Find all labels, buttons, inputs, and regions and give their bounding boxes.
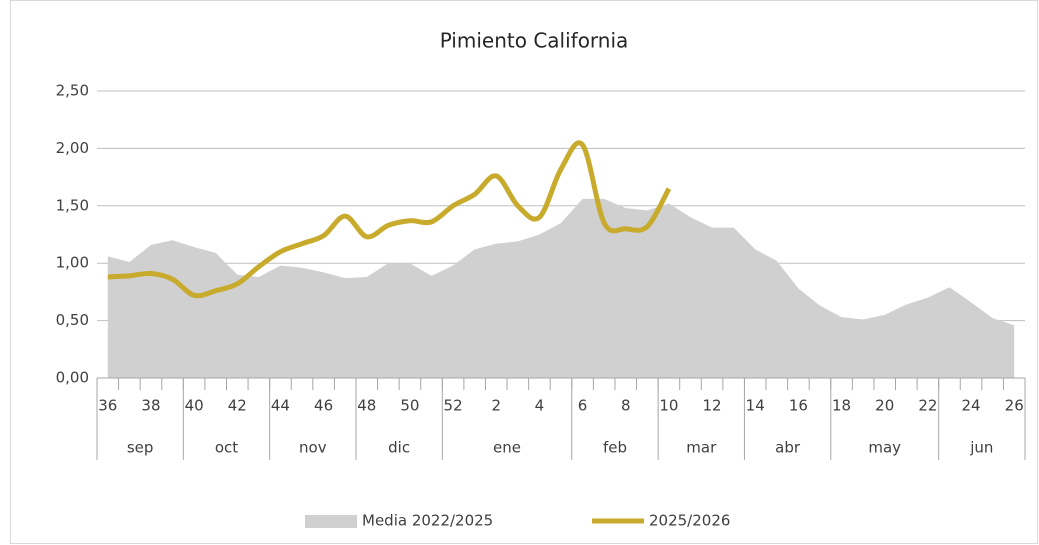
x-tick-label: 14 <box>746 397 765 415</box>
month-label: nov <box>299 439 327 457</box>
line <box>107 140 672 299</box>
x-tick-label: 8 <box>621 397 631 415</box>
y-tick-label: 1,00 <box>56 254 89 272</box>
x-tick-label: 42 <box>228 397 247 415</box>
y-tick-label: 2,00 <box>56 139 89 157</box>
legend-label: 2025/2026 <box>649 512 730 530</box>
month-label: sep <box>127 439 154 457</box>
x-tick-label: 36 <box>98 397 117 415</box>
x-tick-label: 22 <box>918 397 937 415</box>
x-tick-label: 10 <box>659 397 678 415</box>
x-tick-label: 6 <box>578 397 588 415</box>
x-tick-label: 26 <box>1005 397 1024 415</box>
month-label: may <box>868 439 901 457</box>
month-label: ene <box>493 439 521 457</box>
y-tick-label: 1,50 <box>56 196 89 214</box>
x-tick-label: 16 <box>789 397 808 415</box>
x-tick-label: 24 <box>961 397 980 415</box>
x-tick-label: 46 <box>314 397 333 415</box>
x-tick-label: 20 <box>875 397 894 415</box>
x-tick-label: 50 <box>400 397 419 415</box>
month-label: dic <box>388 439 410 457</box>
y-tick-label: 0,00 <box>56 369 89 387</box>
area <box>107 198 1015 378</box>
chart-title: Pimiento California <box>440 29 629 53</box>
x-tick-label: 4 <box>535 397 545 415</box>
y-tick-label: 2,50 <box>56 82 89 100</box>
month-label: abr <box>775 439 801 457</box>
legend-swatch <box>305 515 357 528</box>
x-tick-label: 52 <box>444 397 463 415</box>
legend-label: Media 2022/2025 <box>362 512 493 530</box>
month-label: mar <box>686 439 717 457</box>
month-label: oct <box>215 439 238 457</box>
x-tick-label: 18 <box>832 397 851 415</box>
month-label: feb <box>603 439 627 457</box>
y-tick-label: 0,50 <box>56 311 89 329</box>
x-tick-label: 40 <box>185 397 204 415</box>
x-tick-label: 38 <box>141 397 160 415</box>
x-tick-label: 48 <box>357 397 376 415</box>
x-tick-label: 2 <box>491 397 501 415</box>
x-tick-label: 44 <box>271 397 290 415</box>
x-tick-label: 12 <box>703 397 722 415</box>
month-label: jun <box>969 439 993 457</box>
